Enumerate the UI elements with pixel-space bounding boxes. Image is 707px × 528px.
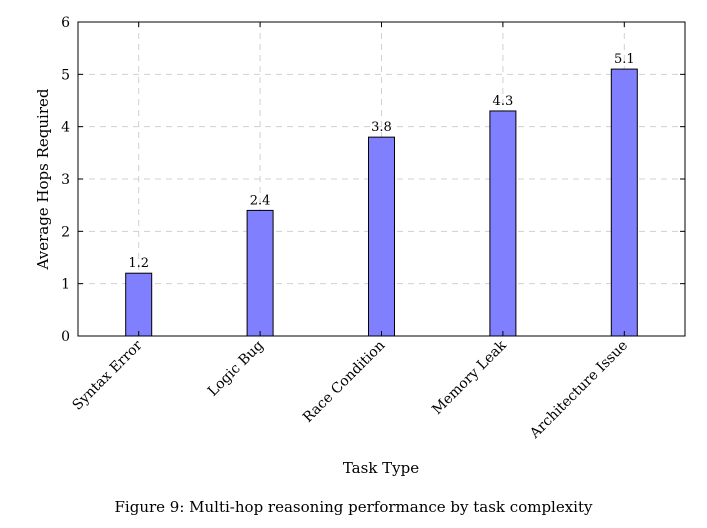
y-tick-label: 0 [61,329,70,345]
x-tick-label: Syntax Error [69,337,145,413]
data-labels: 1.2 2.4 3.8 4.3 5.1 [128,52,634,271]
x-tick-label: Memory Leak [429,337,510,418]
x-tick-label: Architecture Issue [526,338,631,443]
data-label: 2.4 [250,193,271,208]
data-label: 3.8 [371,120,392,135]
data-label: 5.1 [614,52,635,67]
y-axis-label: Average Hops Required [34,88,52,270]
bar [610,68,638,337]
y-tick-label: 3 [61,172,70,188]
y-tick-label: 2 [61,224,70,240]
data-label: 4.3 [493,94,514,109]
bar [246,209,274,337]
y-tick-label: 5 [61,67,70,83]
y-tick-label: 1 [61,277,70,293]
y-tick-label: 4 [61,120,70,136]
y-tick-label: 6 [61,15,70,31]
bar [489,110,517,337]
bar [368,136,395,337]
x-tick-label: Logic Bug [205,337,267,399]
data-label: 1.2 [128,256,149,271]
x-axis-label: Task Type [343,459,419,477]
bar [125,272,153,337]
bars [125,68,638,337]
x-tick-label: Race Condition [300,338,388,426]
figure-caption: Figure 9: Multi-hop reasoning performanc… [114,498,593,516]
